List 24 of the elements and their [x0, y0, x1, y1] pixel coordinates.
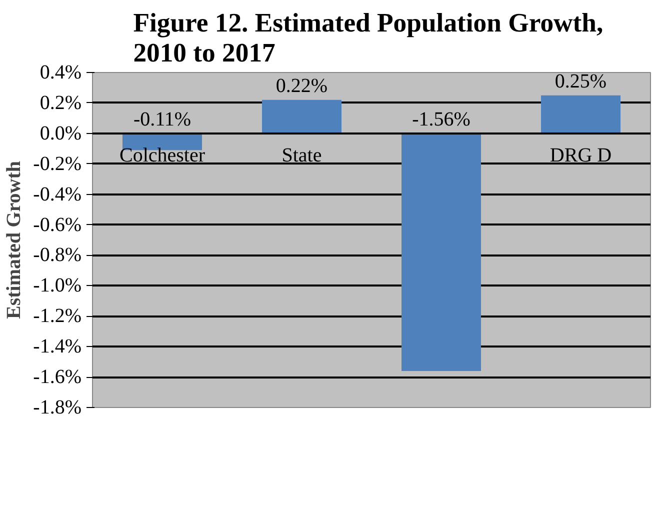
y-tick-label: -1.4%	[33, 336, 82, 358]
bar	[262, 100, 342, 134]
y-tick-label: -0.8%	[33, 244, 82, 266]
y-tick-label: -1.0%	[33, 274, 82, 297]
data-label: 0.22%	[276, 74, 328, 97]
y-axis-title: Estimated Growth	[3, 161, 26, 319]
data-label: 0.25%	[554, 70, 607, 92]
y-tick-label: 0.2%	[40, 92, 82, 114]
chart-title: Figure 12. Estimated Population Growth, 2010 to 2017	[133, 8, 604, 68]
bar	[540, 95, 621, 134]
y-tick-label: -1.8%	[33, 396, 82, 418]
x-tick-label: DRG D	[550, 144, 612, 166]
data-label: -0.11%	[133, 108, 192, 130]
bar	[401, 133, 482, 371]
y-tick-label: 0.4%	[40, 62, 82, 84]
y-tick-label: -1.2%	[33, 305, 82, 328]
x-tick-label: State	[282, 144, 322, 166]
y-tick-label: -0.4%	[33, 183, 82, 206]
x-tick-label: Colchester	[119, 144, 206, 166]
y-tick-label: 0.0%	[40, 122, 82, 144]
y-tick-label: -0.6%	[33, 214, 82, 236]
data-label: -1.56%	[412, 108, 470, 130]
y-tick-label: -0.2%	[33, 152, 82, 175]
y-tick-label: -1.6%	[33, 366, 82, 388]
